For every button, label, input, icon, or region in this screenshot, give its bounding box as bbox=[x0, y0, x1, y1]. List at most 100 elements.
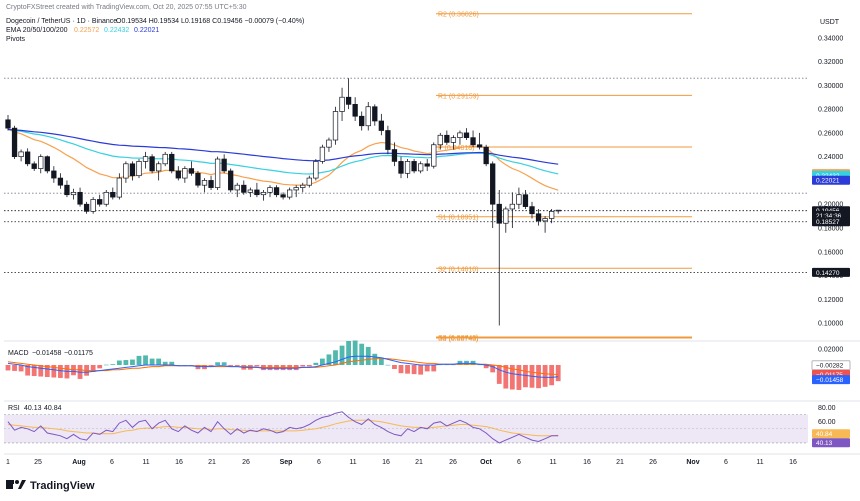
macd-pane[interactable]: MACD −0.01458 −0.01175 0.02000−0.00282−0.01… bbox=[4, 340, 860, 402]
macd-histogram-bar bbox=[326, 354, 332, 365]
candle-down bbox=[110, 191, 116, 198]
rsi-line bbox=[7, 411, 559, 444]
pivot-label-s3: S3 (0.08743) bbox=[438, 336, 478, 343]
candle-up bbox=[457, 132, 463, 138]
rsi-badge-label: 40.13 bbox=[816, 440, 833, 447]
macd-histogram-bar bbox=[12, 365, 17, 371]
macd-histogram-bar bbox=[523, 365, 528, 388]
candle-down bbox=[424, 163, 430, 167]
macd-histogram-bar bbox=[378, 357, 384, 365]
candle-down bbox=[241, 184, 247, 193]
macd-histogram-bar bbox=[398, 365, 404, 374]
macd-histogram-bar bbox=[51, 365, 57, 378]
price-badge bbox=[812, 267, 850, 277]
candle-down bbox=[11, 127, 18, 158]
macd-line bbox=[7, 355, 559, 378]
date-tick-label: 21 bbox=[208, 459, 216, 466]
price-tick-label: 0.20000 bbox=[818, 202, 843, 209]
candle-up bbox=[116, 177, 123, 198]
macd-histogram-bar bbox=[38, 365, 44, 377]
macd-histogram-bar bbox=[90, 365, 96, 373]
candle-up bbox=[287, 189, 293, 198]
ema-legend-label[interactable]: EMA 20/50/100/200 bbox=[6, 27, 68, 34]
candle-up bbox=[509, 203, 515, 210]
date-tick-label: 16 bbox=[382, 459, 390, 466]
macd-histogram-bar bbox=[136, 355, 142, 365]
candle-up bbox=[123, 163, 129, 179]
macd-histogram-bar bbox=[306, 365, 312, 367]
date-tick-label: 11 bbox=[142, 459, 149, 466]
macd-histogram-bar bbox=[313, 362, 319, 365]
macd-histogram-bar bbox=[405, 365, 410, 374]
candle-up bbox=[365, 106, 371, 127]
date-tick-label: 26 bbox=[242, 459, 250, 466]
candle-down bbox=[64, 184, 70, 196]
macd-histogram-bar bbox=[215, 362, 220, 365]
candle-down bbox=[391, 149, 398, 162]
macd-histogram-bar bbox=[162, 361, 168, 365]
macd-badge bbox=[812, 375, 850, 385]
macd-histogram-bar bbox=[25, 365, 31, 376]
candle-down bbox=[51, 170, 57, 179]
candle-down bbox=[5, 119, 11, 129]
candle-down bbox=[463, 132, 470, 138]
candle-down bbox=[175, 170, 181, 179]
rsi-badge bbox=[812, 429, 850, 439]
candle-up bbox=[339, 96, 345, 112]
macd-histogram-bar bbox=[431, 365, 437, 372]
macd-histogram-bar bbox=[116, 360, 122, 365]
rsi-badge bbox=[812, 438, 850, 448]
macd-histogram-bar bbox=[339, 345, 345, 365]
candle-up bbox=[516, 194, 522, 205]
candle-up bbox=[103, 191, 109, 205]
date-tick-label: Sep bbox=[280, 459, 293, 466]
macd-badge bbox=[811, 360, 851, 371]
macd-histogram-bar bbox=[555, 365, 561, 382]
candle-up bbox=[156, 163, 162, 172]
macd-histogram-bar bbox=[5, 365, 11, 371]
macd-histogram-bar bbox=[385, 364, 391, 366]
price-badge bbox=[812, 175, 850, 185]
pivots-legend-label[interactable]: Pivots bbox=[6, 36, 26, 43]
macd-histogram-bar bbox=[254, 365, 260, 367]
brand-text: TradingView bbox=[30, 480, 95, 492]
price-badge-label: 0.18527 bbox=[816, 219, 840, 226]
tradingview-logo[interactable]: TradingView bbox=[6, 480, 95, 492]
candle-up bbox=[162, 153, 168, 165]
date-tick-label: 26 bbox=[449, 459, 457, 466]
price-tick-label: 0.30000 bbox=[818, 83, 843, 90]
macd-histogram-bar bbox=[496, 365, 502, 384]
macd-histogram-bar bbox=[149, 358, 155, 365]
macd-histogram-bar bbox=[516, 365, 522, 390]
date-tick-label: 26 bbox=[649, 459, 657, 466]
macd-histogram-bar bbox=[31, 365, 37, 377]
symbol-line[interactable]: Dogecoin / TetherUS · 1D · Binance bbox=[6, 18, 117, 25]
candle-up bbox=[313, 161, 319, 179]
candle-down bbox=[188, 168, 195, 174]
price-tick-label: 0.10000 bbox=[818, 321, 843, 328]
candle-up bbox=[503, 208, 509, 224]
watermark-text: CryptoFXStreet created with TradingView.… bbox=[6, 4, 247, 11]
date-tick-label: Nov bbox=[686, 459, 699, 466]
candle-down bbox=[208, 180, 214, 188]
candle-down bbox=[228, 170, 234, 191]
candle-down bbox=[44, 156, 50, 172]
candle-up bbox=[293, 187, 299, 191]
macd-histogram-bar bbox=[503, 365, 509, 389]
pivot-label-s1: S1 (0.18951) bbox=[438, 215, 478, 222]
candle-up bbox=[332, 111, 339, 141]
price-pane[interactable]: 0.34000 0.32000 0.30000 0.28000 0.26000 0.240… bbox=[4, 12, 860, 343]
macd-histogram-bar bbox=[372, 353, 378, 365]
pivot-label-s2: S2 (0.14610) bbox=[438, 266, 478, 273]
ema20-legend-value: 0.22572 bbox=[74, 27, 99, 34]
macd-histogram-bar bbox=[300, 365, 306, 367]
date-tick-label: 16 bbox=[583, 459, 591, 466]
date-tick-label: 21 bbox=[616, 459, 624, 466]
macd-legend-value: −0.01458 bbox=[32, 350, 61, 357]
macd-histogram-bar bbox=[228, 365, 234, 366]
candle-down bbox=[129, 163, 136, 177]
candle-up bbox=[555, 209, 561, 212]
candle-down bbox=[470, 137, 476, 146]
rsi-legend-value: 40.13 bbox=[24, 405, 42, 412]
